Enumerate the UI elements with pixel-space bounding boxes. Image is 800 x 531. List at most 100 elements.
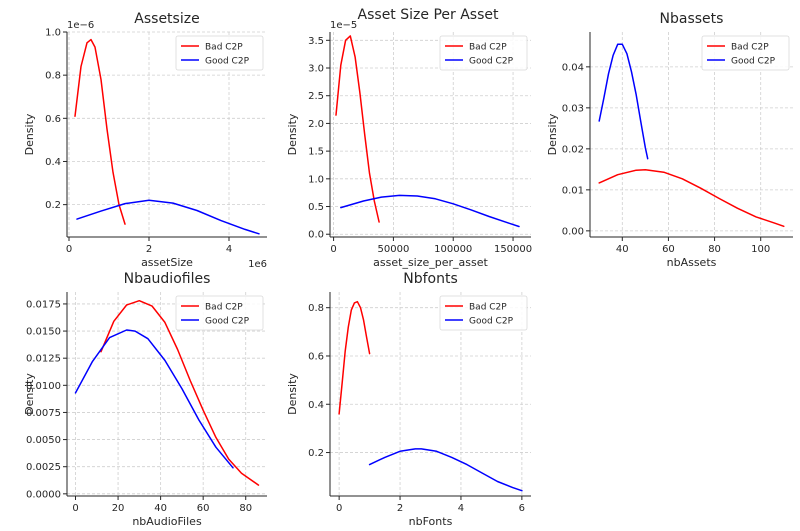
series-line-bad-c2p (74, 38, 126, 225)
legend-label: Good C2P (205, 317, 250, 327)
y-tick-label: 0.0100 (26, 381, 61, 392)
y-tick-label: 0.8 (45, 71, 61, 82)
y-tick-label: 0.04 (562, 62, 584, 73)
subplot-title: Assetsize (134, 11, 199, 27)
x-tick-label: 60 (662, 244, 675, 255)
y-tick-label: 1.5 (308, 147, 324, 158)
y-tick-label: 0.0000 (26, 489, 61, 500)
subplot-2: 0 50000 100000 150000 0.0 0.5 1.0 1.5 2.0 2.5 3.0 3… (286, 20, 532, 269)
x-tick-label: 80 (239, 503, 252, 514)
legend-label: Bad C2P (205, 43, 243, 53)
y-tick-label: 0.02 (562, 144, 584, 155)
x-tick-label: 0 (66, 244, 72, 255)
y-tick-label: 0.0075 (26, 408, 61, 419)
y-tick-label: 0.0050 (26, 435, 61, 446)
legend: Bad C2P Good C2P (701, 35, 790, 71)
x-tick-label: 0 (72, 503, 78, 514)
y-tick-label: 0.2 (45, 200, 61, 211)
y-tick-label: 2.0 (308, 119, 324, 130)
legend-label: Bad C2P (205, 303, 243, 313)
series-line-good-c2p (598, 43, 649, 160)
x-tick-label: 80 (708, 244, 721, 255)
subplot-5: 0 2 4 6 0.2 0.4 0.6 0.8 Nbfonts nbFonts Density Bad… (286, 271, 531, 528)
y-offset-label: 1e−6 (67, 20, 94, 31)
x-tick-label: 50000 (378, 244, 410, 255)
subplot-1: 0 2 4 0.2 0.4 0.6 0.8 1.0 1e−6 1e6 Assetsize assetS… (23, 11, 267, 270)
legend-box (439, 35, 528, 71)
y-tick-label: 1.0 (45, 28, 61, 39)
series-line-good-c2p (74, 329, 234, 469)
legend: Bad C2P Good C2P (439, 295, 528, 331)
series-line-good-c2p (340, 194, 520, 228)
y-tick-label: 0.0125 (26, 354, 61, 365)
legend-label: Good C2P (469, 317, 514, 327)
y-tick-label: 0.03 (562, 103, 584, 114)
series-line-bad-c2p (598, 169, 785, 228)
legend-label: Good C2P (731, 57, 776, 67)
x-tick-label: 150000 (494, 244, 532, 255)
legend: Bad C2P Good C2P (439, 35, 528, 71)
x-tick-label: 40 (616, 244, 629, 255)
series-line-bad-c2p (338, 300, 371, 415)
x-axis-label: nbAudioFiles (132, 515, 202, 528)
y-tick-label: 3.0 (308, 64, 324, 75)
series-line-bad-c2p (335, 35, 380, 223)
y-axis-label: Density (23, 113, 36, 155)
x-tick-label: 60 (197, 503, 210, 514)
legend-box (175, 295, 264, 331)
y-tick-label: 0.6 (308, 351, 324, 362)
subplot-title: Nbaudiofiles (124, 271, 211, 287)
series-line-good-c2p (76, 199, 260, 235)
y-axis-label: Density (23, 373, 36, 415)
y-tick-label: 0.6 (45, 114, 61, 125)
legend: Bad C2P Good C2P (175, 295, 264, 331)
y-tick-label: 0.00 (562, 226, 584, 237)
x-tick-label: 2 (146, 244, 152, 255)
legend: Bad C2P Good C2P (175, 35, 264, 71)
subplot-title: Nbassets (660, 11, 724, 27)
y-offset-label: 1e−5 (330, 20, 357, 31)
y-tick-label: 0.0175 (26, 299, 61, 310)
x-tick-label: 20 (112, 503, 125, 514)
series-line-bad-c2p (100, 299, 260, 486)
legend-label: Bad C2P (469, 43, 507, 53)
x-offset-label: 1e6 (248, 259, 267, 270)
y-tick-label: 2.5 (308, 91, 324, 102)
legend-label: Bad C2P (469, 303, 507, 313)
y-tick-label: 0.0 (308, 230, 324, 241)
y-tick-label: 0.0025 (26, 462, 61, 473)
x-axis-label: assetSize (141, 256, 193, 269)
y-tick-label: 0.8 (308, 303, 324, 314)
figure-suptitle: Asset Size Per Asset (358, 7, 499, 23)
x-axis-label: nbAssets (667, 256, 717, 269)
x-axis-label: nbFonts (409, 515, 453, 528)
y-tick-label: 0.0150 (26, 327, 61, 338)
y-tick-label: 1.0 (308, 174, 324, 185)
y-tick-label: 0.4 (308, 400, 324, 411)
legend-box (701, 35, 790, 71)
legend-box (439, 295, 528, 331)
subplot-title: Nbfonts (403, 271, 458, 287)
y-axis-label: Density (286, 113, 299, 155)
legend-box (175, 35, 264, 71)
x-axis-label: asset_size_per_asset (373, 256, 488, 269)
subplot-4: 0 20 40 60 80 0.0000 0.0025 0.0050 0.0075 0.0100 0… (23, 271, 267, 528)
y-axis-label: Density (286, 373, 299, 415)
legend-label: Good C2P (205, 57, 250, 67)
x-tick-label: 100000 (434, 244, 472, 255)
y-tick-label: 3.5 (308, 36, 324, 47)
y-tick-label: 0.2 (308, 448, 324, 459)
y-axis-label: Density (546, 113, 559, 155)
y-tick-label: 0.4 (45, 157, 61, 168)
x-tick-label: 6 (519, 503, 525, 514)
x-tick-label: 40 (154, 503, 167, 514)
legend-label: Good C2P (469, 57, 514, 67)
x-tick-label: 4 (226, 244, 232, 255)
subplot-3: 40 60 80 100 0.00 0.01 0.02 0.03 0.04 Nbassets nbA… (546, 11, 793, 269)
x-tick-label: 0 (336, 503, 342, 514)
x-tick-label: 4 (458, 503, 464, 514)
series-line-good-c2p (368, 448, 523, 492)
x-tick-label: 100 (751, 244, 770, 255)
legend-label: Bad C2P (731, 43, 769, 53)
